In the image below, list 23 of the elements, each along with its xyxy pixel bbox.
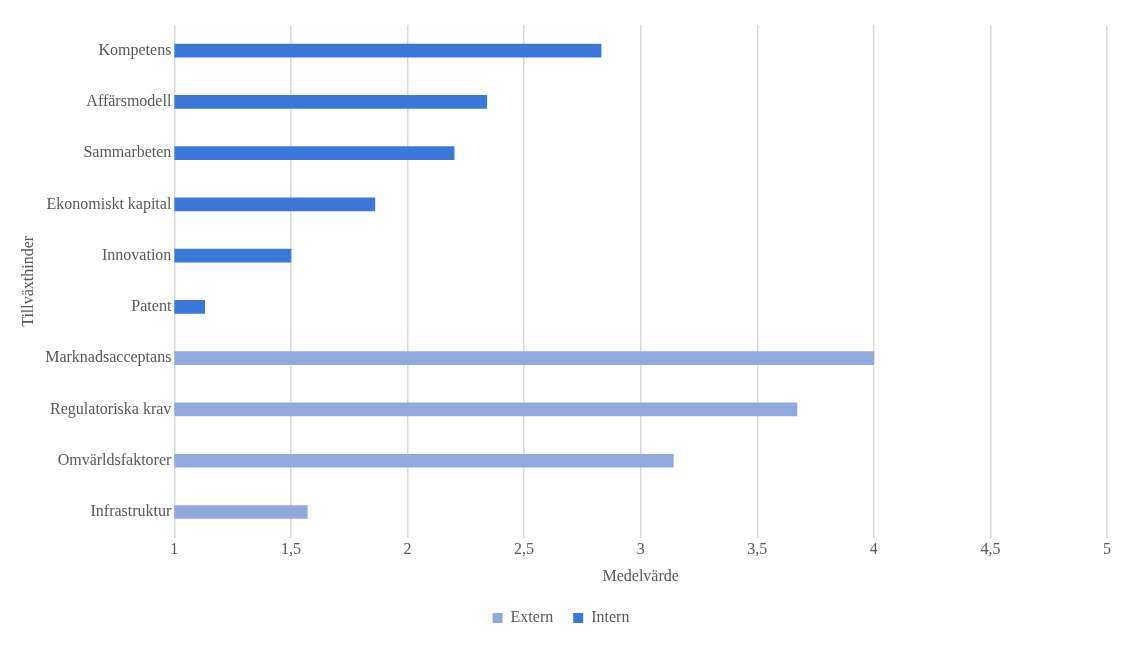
- x-tick-label: 1: [170, 540, 179, 558]
- y-tick-label: Innovation: [102, 245, 172, 263]
- x-tick-label: 5: [1103, 540, 1111, 558]
- y-tick-label: Sammarbeten: [83, 143, 172, 161]
- y-tick-label: Patent: [131, 297, 172, 315]
- y-tick-label: Omvärldsfaktorer: [57, 450, 173, 468]
- y-axis-title: Tillväxthinder: [18, 235, 36, 327]
- y-tick-label: Ekonomiskt kapital: [46, 194, 172, 213]
- x-tick-label: 3: [636, 540, 645, 558]
- x-axis-title: Medelvärde: [602, 566, 679, 584]
- y-tick-label: Marknadsacceptans: [45, 348, 172, 367]
- y-tick-label: Infrastruktur: [90, 502, 173, 520]
- x-tick-label: 2,5: [514, 540, 535, 558]
- x-tick-label: 1,5: [280, 540, 301, 558]
- x-tick-label: 4,5: [980, 540, 1001, 558]
- legend-label: Intern: [591, 608, 630, 626]
- x-tick-label: 4: [869, 540, 878, 558]
- y-tick-label: Affärsmodell: [86, 92, 172, 110]
- y-tick-label: Kompetens: [98, 40, 172, 59]
- x-tick-label: 2: [403, 540, 412, 558]
- x-tick-label: 3,5: [747, 540, 768, 558]
- y-tick-label: Regulatoriska krav: [50, 399, 172, 418]
- legend-label: Extern: [510, 608, 554, 626]
